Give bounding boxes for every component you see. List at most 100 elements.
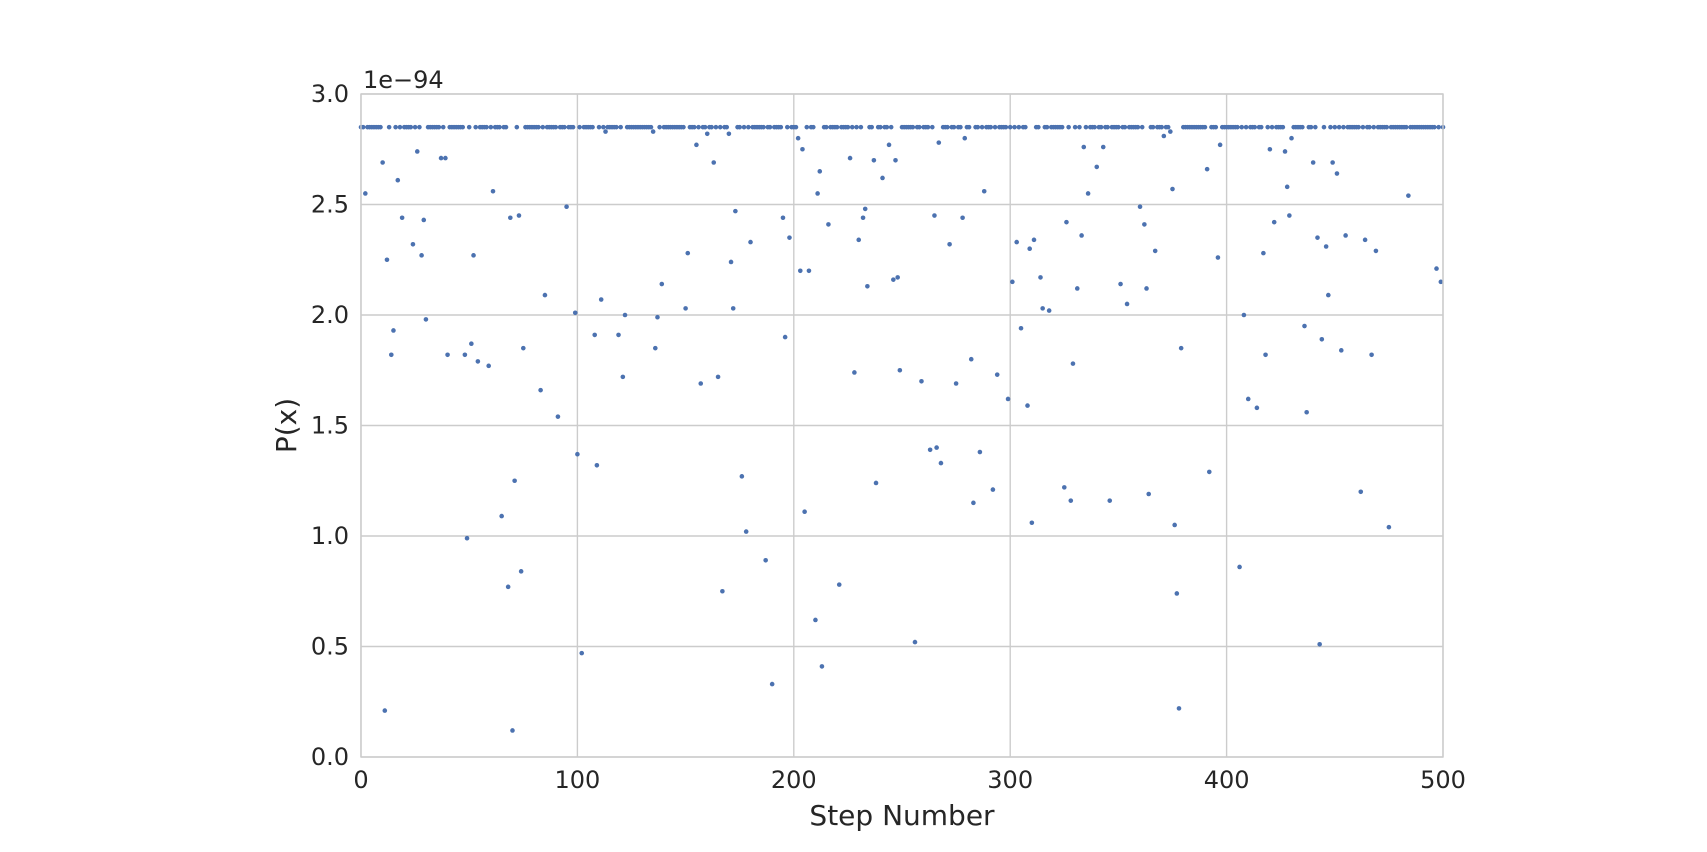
- plateau-point: [1371, 124, 1377, 130]
- data-point: [1174, 591, 1180, 596]
- plateau-point: [1341, 124, 1346, 130]
- data-point: [443, 155, 448, 161]
- data-point: [1029, 520, 1035, 526]
- plateau-point: [1384, 124, 1390, 130]
- data-point: [787, 235, 792, 240]
- data-point: [516, 213, 522, 218]
- data-point: [1215, 255, 1221, 260]
- plateau-point: [540, 124, 546, 130]
- data-point: [564, 204, 569, 210]
- plateau-point: [648, 124, 654, 130]
- plateau-point: [1072, 124, 1078, 130]
- data-point: [802, 509, 807, 514]
- data-point: [1081, 144, 1087, 150]
- plateau-point: [393, 124, 398, 130]
- data-point: [521, 345, 526, 351]
- plateau-point: [488, 124, 494, 130]
- data-point: [620, 374, 626, 380]
- data-point: [380, 160, 385, 165]
- data-point: [1282, 149, 1288, 154]
- data-point: [813, 617, 818, 623]
- data-point: [395, 177, 401, 183]
- data-point: [1241, 312, 1247, 318]
- data-point: [1330, 160, 1335, 165]
- y-tick-label: 0.5: [311, 633, 349, 661]
- data-point: [1146, 491, 1151, 497]
- data-point: [414, 149, 420, 154]
- plateau-point: [1336, 124, 1342, 130]
- plateau-point: [1321, 124, 1327, 130]
- plateau-point: [778, 124, 784, 130]
- data-point: [1434, 266, 1439, 271]
- data-point: [1289, 135, 1294, 141]
- plateau-point: [436, 124, 442, 130]
- data-point: [616, 332, 621, 338]
- y-tick-label: 1.5: [311, 412, 349, 440]
- data-point: [782, 334, 788, 340]
- x-axis-label: Step Number: [809, 799, 995, 832]
- data-point: [1018, 325, 1024, 331]
- plateau-point: [1007, 124, 1013, 130]
- data-point: [1144, 286, 1149, 291]
- data-point: [968, 356, 974, 362]
- data-point: [505, 584, 511, 590]
- plateau-point: [473, 124, 478, 130]
- data-point: [555, 414, 561, 419]
- data-point: [1267, 146, 1273, 152]
- plateau-point: [417, 124, 422, 130]
- plateau-point: [717, 124, 723, 130]
- data-point: [730, 306, 736, 311]
- data-point: [1245, 396, 1251, 402]
- data-point: [1062, 485, 1067, 490]
- plateau-point: [888, 124, 894, 130]
- data-point: [1334, 171, 1340, 176]
- plateau-point: [951, 124, 957, 130]
- plateau-point: [691, 124, 697, 130]
- data-point: [683, 306, 688, 311]
- data-point: [836, 582, 842, 587]
- data-point: [1005, 396, 1011, 402]
- data-point: [934, 445, 939, 450]
- data-point: [653, 345, 658, 351]
- data-point: [936, 140, 942, 145]
- data-point: [1152, 248, 1158, 254]
- plateau-point: [741, 124, 747, 130]
- data-point: [797, 268, 803, 274]
- x-tick-labels: 0 100 200 300 400 500: [353, 766, 1466, 794]
- plateau-point: [849, 124, 855, 130]
- plateau-point: [514, 124, 520, 130]
- plateau-point: [360, 124, 366, 130]
- data-point: [873, 480, 879, 486]
- data-point: [947, 241, 952, 247]
- plateau-point: [596, 124, 602, 130]
- plateau-point: [746, 124, 751, 130]
- data-point: [475, 359, 481, 364]
- data-point: [1118, 281, 1123, 287]
- plateau-point: [966, 124, 972, 130]
- plateau-point: [440, 124, 446, 130]
- data-point: [410, 241, 416, 247]
- data-point: [1168, 129, 1173, 134]
- data-point: [464, 535, 470, 541]
- data-point: [598, 297, 604, 302]
- data-point: [572, 310, 578, 316]
- data-point: [815, 191, 820, 196]
- data-point: [806, 268, 812, 274]
- data-point: [795, 135, 801, 141]
- data-point: [382, 708, 388, 713]
- x-tick-label: 0: [353, 766, 368, 794]
- plateau-point: [1252, 124, 1258, 130]
- y-tick-label: 2.0: [311, 301, 349, 329]
- data-point: [932, 213, 937, 218]
- plateau-point: [1059, 124, 1065, 130]
- plateau-point: [1269, 124, 1275, 130]
- plateau-point: [884, 124, 890, 130]
- y-axis-label: P(x): [270, 398, 303, 453]
- plateau-point: [1098, 124, 1104, 130]
- plateau-point: [761, 124, 766, 130]
- data-point: [886, 142, 892, 148]
- data-point: [871, 158, 877, 163]
- data-point: [1172, 522, 1177, 528]
- data-point: [1369, 352, 1374, 358]
